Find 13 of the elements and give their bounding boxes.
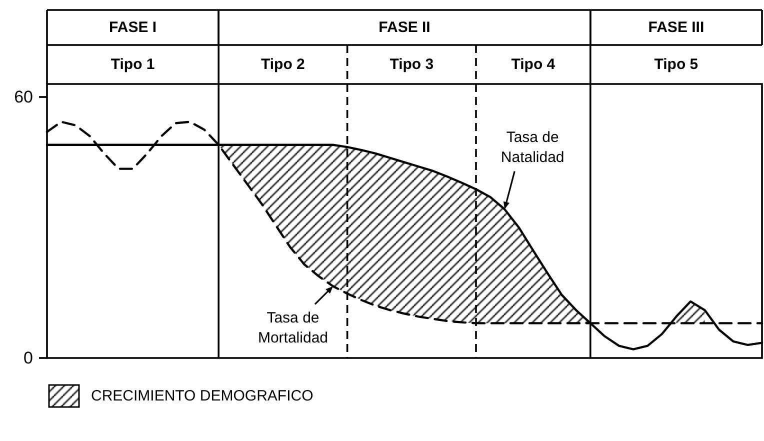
text: Tipo 4: [511, 56, 556, 73]
series-label: Tasa de Mortalidad: [258, 310, 328, 347]
text: FASE II: [378, 19, 430, 36]
y-tick-label: 0: [24, 348, 33, 368]
legend-label: CRECIMIENTO DEMOGRAFICO: [91, 388, 314, 404]
text: Tipo 1: [110, 56, 155, 73]
text: FASE III: [648, 19, 704, 36]
text: Tipo 5: [654, 56, 698, 73]
y-tick-label: 60: [14, 88, 33, 107]
text: Tipo 3: [390, 56, 434, 73]
text: FASE I: [109, 19, 157, 36]
text: Tasa de Natalidad: [500, 128, 564, 166]
text: Tipo 2: [260, 56, 305, 73]
